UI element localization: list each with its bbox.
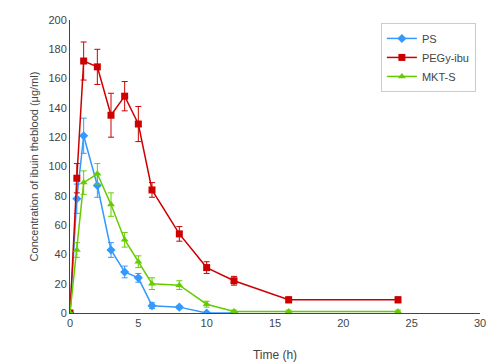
svg-text:100: 100 xyxy=(48,160,66,172)
svg-text:160: 160 xyxy=(48,72,66,84)
svg-text:PEGy-ibu: PEGy-ibu xyxy=(422,52,469,64)
svg-text:30: 30 xyxy=(474,317,486,329)
svg-text:200: 200 xyxy=(48,14,66,26)
svg-text:140: 140 xyxy=(48,102,66,114)
svg-text:5: 5 xyxy=(135,317,141,329)
svg-text:20: 20 xyxy=(337,317,349,329)
svg-text:PS: PS xyxy=(422,33,437,45)
svg-text:120: 120 xyxy=(48,131,66,143)
svg-text:Concentration of ibuin thebloo: Concentration of ibuin theblood (μg/ml) xyxy=(28,72,40,262)
svg-text:80: 80 xyxy=(55,190,67,202)
svg-text:60: 60 xyxy=(55,219,67,231)
svg-text:180: 180 xyxy=(48,43,66,55)
svg-text:0: 0 xyxy=(61,307,67,319)
svg-text:MKT-S: MKT-S xyxy=(422,71,456,83)
svg-text:Time (h): Time (h) xyxy=(253,348,297,362)
svg-text:15: 15 xyxy=(269,317,281,329)
svg-text:25: 25 xyxy=(406,317,418,329)
svg-text:20: 20 xyxy=(55,278,67,290)
svg-text:0: 0 xyxy=(67,317,73,329)
svg-text:40: 40 xyxy=(55,248,67,260)
svg-text:10: 10 xyxy=(201,317,213,329)
